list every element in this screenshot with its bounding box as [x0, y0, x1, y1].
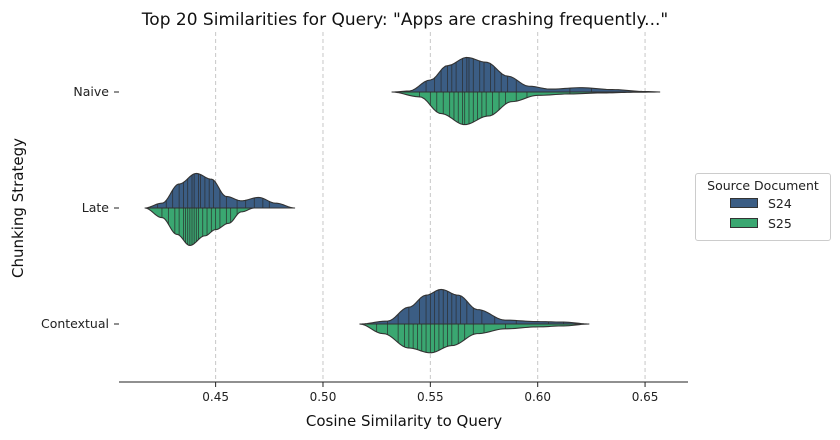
violins: [144, 56, 661, 354]
legend: Source Document S24 S25: [695, 173, 831, 241]
legend-label-s24: S24: [768, 195, 792, 211]
legend-swatch-s25: [730, 218, 758, 228]
legend-swatch-s24: [730, 198, 758, 208]
legend-label-s25: S25: [768, 215, 792, 231]
x-tick-label: 0.60: [524, 390, 551, 404]
legend-item-s24: S24: [730, 193, 830, 213]
violin-contextual-s25: [359, 323, 590, 354]
violin-naive-s24: [391, 56, 661, 93]
x-tick-label: 0.50: [310, 390, 337, 404]
axes: 0.45 0.50 0.55 0.60 0.65 Naive Late Contextual: [41, 84, 688, 404]
x-tick-label: 0.45: [202, 390, 229, 404]
y-axis-label: Chunking Strategy: [9, 138, 27, 278]
legend-title: Source Document: [707, 178, 819, 193]
violin-late-s25: [144, 207, 255, 246]
y-tick-label: Late: [82, 200, 110, 215]
x-axis-label: Cosine Similarity to Query: [306, 412, 502, 430]
x-tick-label: 0.65: [632, 390, 659, 404]
violin-naive-s25: [391, 91, 661, 126]
violin-contextual-s24: [359, 288, 590, 325]
legend-item-s25: S25: [730, 213, 830, 233]
y-tick-label: Naive: [73, 84, 109, 99]
y-tick-label: Contextual: [41, 316, 109, 331]
x-tick-label: 0.55: [417, 390, 444, 404]
chart-title: Top 20 Similarities for Query: "Apps are…: [141, 10, 668, 30]
